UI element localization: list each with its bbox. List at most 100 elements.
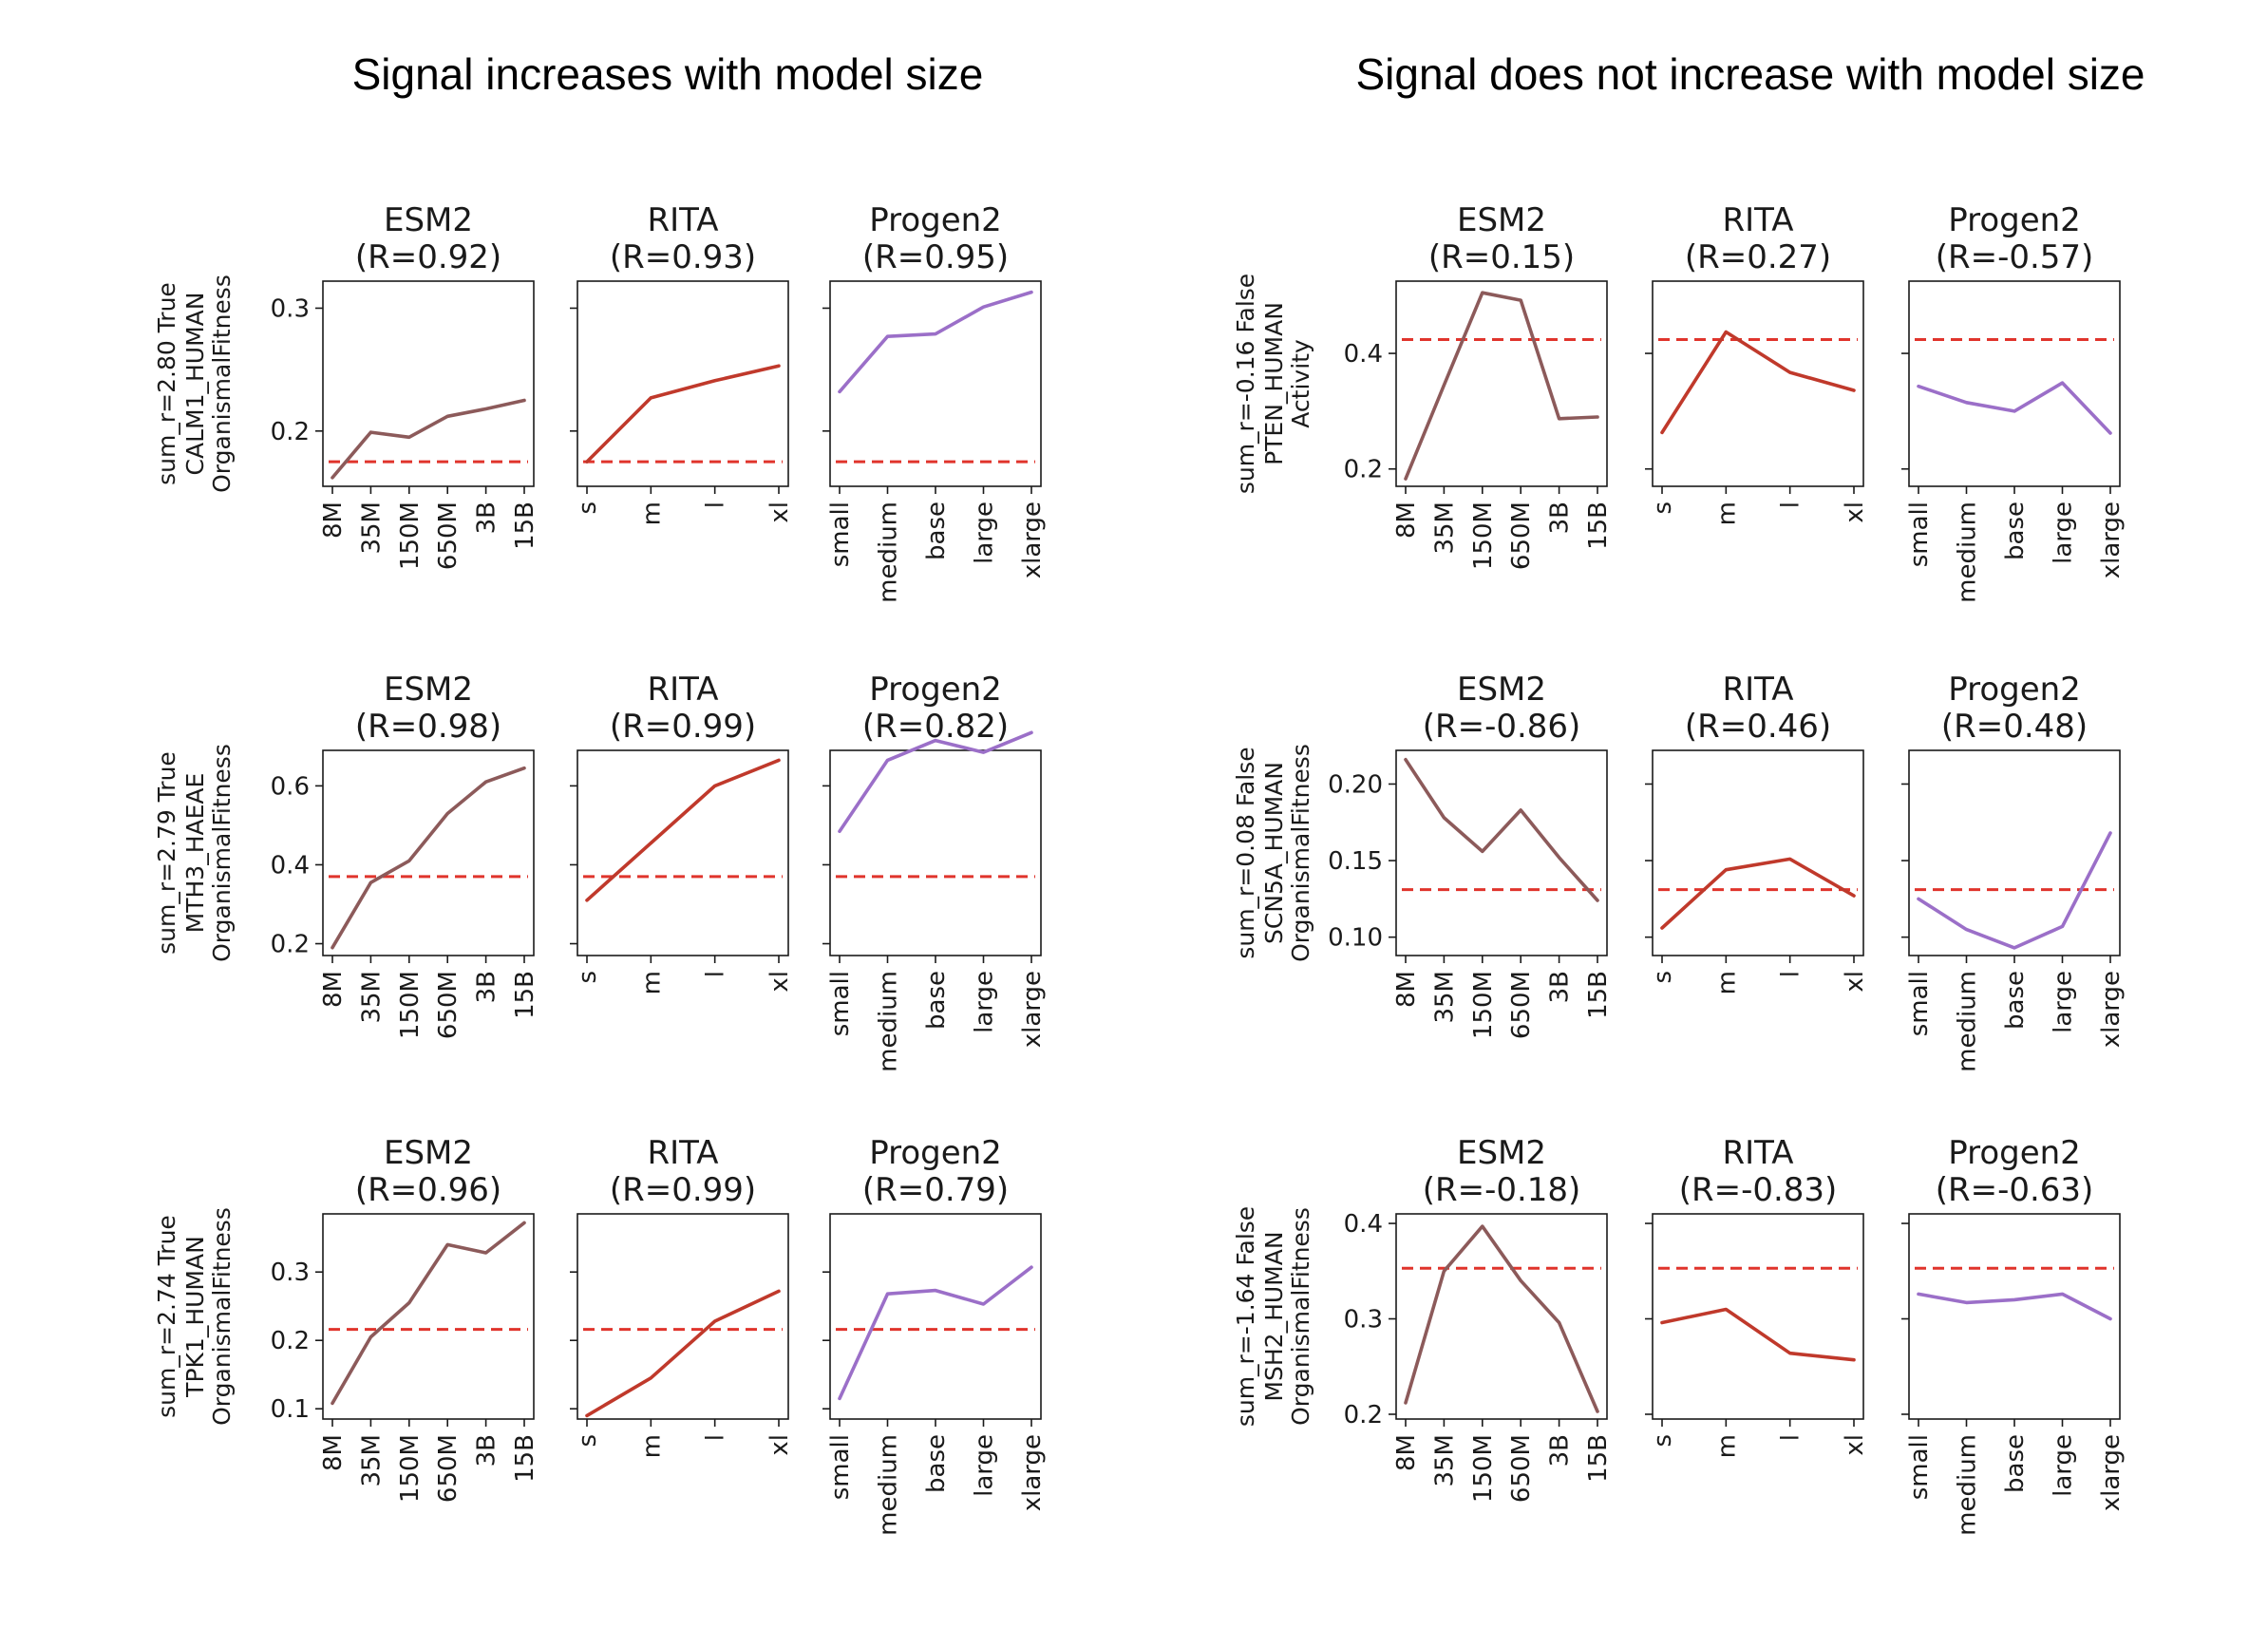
x-tick-label: 150M xyxy=(1469,502,1498,570)
series-line xyxy=(838,1265,1033,1401)
panel-title-r: (R=0.98) xyxy=(355,708,501,746)
x-tick-label: 8M xyxy=(1392,502,1421,539)
axes-frame xyxy=(1908,749,2121,956)
axes-frame xyxy=(1908,280,2121,487)
row-label: CALM1_HUMAN xyxy=(181,293,209,476)
x-tick-label: base xyxy=(2001,502,2030,560)
series-line xyxy=(1404,291,1599,481)
x-tick-label: l xyxy=(702,1434,730,1441)
panel-title-r: (R=0.92) xyxy=(355,238,501,276)
y-tick-label: 0.2 xyxy=(1344,456,1383,484)
panel-title-r: (R=-0.57) xyxy=(1936,238,2094,276)
axes-frame xyxy=(322,280,535,487)
series-line xyxy=(1404,1224,1599,1413)
row-label: OrganismalFitness xyxy=(208,274,236,493)
row-label: PTEN_HUMAN xyxy=(1260,302,1288,465)
axes-frame xyxy=(1908,1213,2121,1420)
panel-title-model: RITA xyxy=(647,201,718,239)
x-tick-label: 35M xyxy=(1430,971,1459,1024)
x-tick-label: base xyxy=(2001,971,2030,1030)
x-tick-label: l xyxy=(1777,1434,1805,1441)
axes-frame xyxy=(829,1213,1042,1420)
panel-title-model: RITA xyxy=(1722,671,1793,709)
row-label: MSH2_HUMAN xyxy=(1260,1231,1288,1401)
panel-title-r: (R=0.27) xyxy=(1685,238,1831,276)
x-tick-label: xl xyxy=(765,1434,794,1456)
x-tick-label: small xyxy=(826,1434,855,1500)
axes-frame xyxy=(1395,280,1608,487)
x-tick-label: s xyxy=(1649,971,1677,984)
panel-title-model: ESM2 xyxy=(1457,1134,1546,1172)
x-tick-label: 650M xyxy=(434,1434,463,1503)
series-line xyxy=(1660,1307,1856,1362)
x-tick-label: 3B xyxy=(1546,1434,1575,1467)
series-line xyxy=(1917,381,2112,435)
row-label: sum_r=0.08 False xyxy=(1232,747,1259,958)
axes-frame xyxy=(829,280,1042,487)
x-tick-label: 15B xyxy=(511,1434,539,1483)
x-tick-label: 650M xyxy=(1507,1434,1536,1503)
panel-title-r: (R=0.96) xyxy=(355,1171,501,1209)
axes-frame xyxy=(576,280,789,487)
x-tick-label: 8M xyxy=(319,1434,348,1471)
series-line xyxy=(585,364,781,464)
panel-title-model: RITA xyxy=(647,671,718,709)
x-tick-label: small xyxy=(1905,1434,1934,1500)
y-tick-label: 0.2 xyxy=(271,931,310,959)
series-line xyxy=(1660,330,1856,435)
x-tick-label: xl xyxy=(1841,502,1869,523)
axes-frame xyxy=(322,1213,535,1420)
x-tick-label: l xyxy=(1777,502,1805,508)
x-tick-label: 650M xyxy=(1507,502,1536,570)
y-tick-label: 0.3 xyxy=(1344,1306,1383,1335)
x-tick-label: medium xyxy=(875,1434,903,1536)
y-tick-label: 0.10 xyxy=(1328,924,1383,953)
x-tick-label: s xyxy=(574,971,602,984)
group-title: Signal does not increase with model size xyxy=(1355,49,2145,99)
row-label: sum_r=-1.64 False xyxy=(1232,1206,1259,1427)
x-tick-label: m xyxy=(637,502,666,525)
x-tick-label: s xyxy=(1649,502,1677,515)
axes-frame xyxy=(1395,1213,1608,1420)
panel-title-model: ESM2 xyxy=(384,671,473,709)
x-tick-label: 650M xyxy=(434,971,463,1039)
series-line xyxy=(331,398,526,480)
series-line xyxy=(1917,831,2112,950)
x-tick-label: 15B xyxy=(1584,502,1613,550)
x-tick-label: large xyxy=(971,1434,999,1497)
series-line xyxy=(838,290,1033,394)
x-tick-label: small xyxy=(1905,502,1934,567)
x-tick-label: s xyxy=(574,502,602,515)
x-tick-label: 150M xyxy=(396,1434,425,1503)
panel-title-r: (R=-0.18) xyxy=(1423,1171,1581,1209)
x-tick-label: 3B xyxy=(473,502,501,534)
x-tick-label: 15B xyxy=(511,971,539,1019)
x-tick-label: medium xyxy=(1954,971,1982,1072)
x-tick-label: xlarge xyxy=(1018,502,1047,578)
x-tick-label: 15B xyxy=(1584,971,1613,1019)
panel-title-r: (R=0.79) xyxy=(862,1171,1009,1209)
row-label: OrganismalFitness xyxy=(208,744,236,962)
panel-title-r: (R=0.99) xyxy=(610,1171,756,1209)
x-tick-label: small xyxy=(826,502,855,567)
x-tick-label: xlarge xyxy=(2097,1434,2126,1511)
y-tick-label: 0.15 xyxy=(1328,847,1383,876)
x-tick-label: xl xyxy=(765,502,794,523)
group-title: Signal increases with model size xyxy=(352,49,984,99)
row-label: sum_r=2.79 True xyxy=(153,751,180,955)
x-tick-label: m xyxy=(1712,1434,1741,1458)
axes-frame xyxy=(322,749,535,956)
row-label: Activity xyxy=(1287,339,1314,428)
x-tick-label: 8M xyxy=(319,502,348,539)
x-tick-label: m xyxy=(637,971,666,994)
x-tick-label: 150M xyxy=(1469,1434,1498,1503)
series-line xyxy=(331,1221,526,1406)
panel-title-model: Progen2 xyxy=(1948,201,2081,239)
panel-title-r: (R=-0.63) xyxy=(1936,1171,2094,1209)
x-tick-label: s xyxy=(1649,1434,1677,1448)
x-tick-label: xl xyxy=(1841,971,1869,993)
series-line xyxy=(331,766,526,950)
x-tick-label: large xyxy=(971,502,999,564)
x-tick-label: xlarge xyxy=(1018,1434,1047,1511)
